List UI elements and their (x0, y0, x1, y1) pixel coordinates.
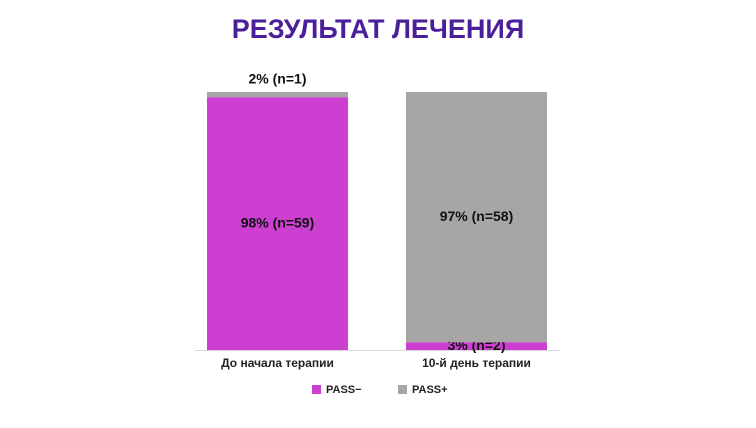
data-label: 97% (n=58) (440, 208, 514, 224)
data-label: 2% (n=1) (249, 71, 307, 87)
legend-swatch (312, 385, 321, 394)
bar-segment (207, 97, 348, 350)
legend-swatch (398, 385, 407, 394)
bar-segment (207, 92, 348, 98)
x-tick-label: До начала терапии (221, 356, 334, 370)
legend-label: PASS− (326, 384, 362, 396)
legend-label: PASS+ (412, 384, 448, 396)
chart-title: РЕЗУЛЬТАТ ЛЕЧЕНИЯ (232, 14, 524, 44)
bar-segment (406, 92, 547, 343)
data-label: 98% (n=59) (241, 214, 315, 230)
x-tick-label: 10-й день терапии (422, 356, 531, 370)
bar-segment (406, 342, 547, 350)
